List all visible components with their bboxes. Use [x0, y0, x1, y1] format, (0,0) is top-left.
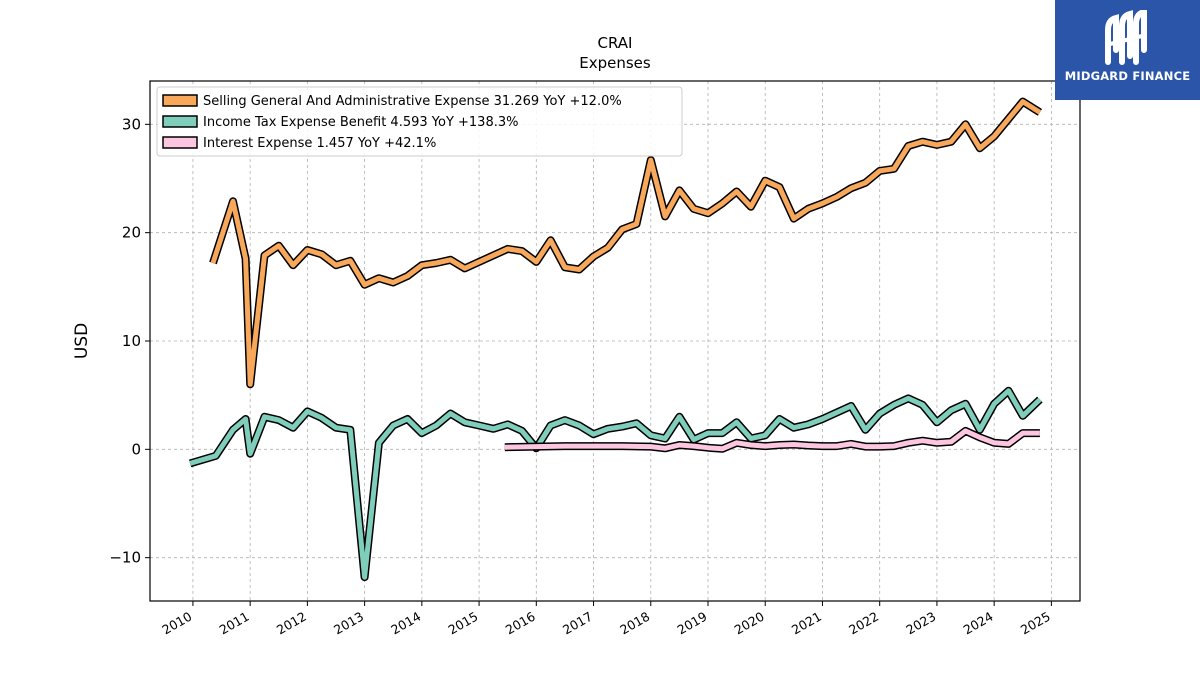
x-tick-label: 2022 [846, 609, 881, 638]
x-tick-label: 2010 [159, 609, 194, 638]
chart-title: CRAI [598, 34, 633, 52]
x-tick-label: 2020 [732, 609, 767, 638]
y-tick-label: 0 [131, 440, 141, 458]
x-tick-label: 2023 [903, 609, 938, 638]
x-tick-label: 2011 [217, 609, 252, 638]
x-tick-label: 2016 [503, 609, 538, 638]
x-tick-label: 2018 [617, 609, 652, 638]
legend-label-2: Interest Expense 1.457 YoY +42.1% [203, 136, 436, 151]
chart-subtitle: Expenses [579, 54, 651, 72]
x-tick-label: 2014 [388, 609, 423, 638]
series-line-0 [210, 99, 1042, 387]
x-tick-label: 2015 [446, 609, 481, 638]
midgard-finance-logo: MIDGARD FINANCE [1055, 0, 1200, 100]
y-tick-label: 30 [122, 115, 141, 133]
x-tick-label: 2021 [789, 609, 824, 638]
y-tick-label: 10 [122, 332, 141, 350]
brand-name: MIDGARD FINANCE [1064, 69, 1191, 83]
x-tick-label: 2024 [961, 609, 996, 638]
legend: Selling General And Administrative Expen… [156, 86, 683, 157]
legend-box [156, 86, 683, 157]
y-axis-label: USD [72, 323, 92, 359]
y-tick-label: −10 [109, 549, 141, 567]
legend-swatch-2 [162, 136, 198, 149]
x-tick-label: 2019 [674, 609, 709, 638]
legend-label-1: Income Tax Expense Benefit 4.593 YoY +13… [203, 115, 518, 130]
series-layer [188, 97, 1043, 582]
series-line-1 [189, 388, 1042, 580]
legend-swatch-0 [162, 94, 198, 107]
legend-swatch-1 [162, 115, 198, 128]
x-tick-label: 2025 [1018, 609, 1053, 638]
midgard-logo-mark-icon [1105, 10, 1147, 65]
x-tick-label: 2017 [560, 609, 595, 638]
x-tick-label: 2012 [274, 609, 309, 638]
legend-label-0: Selling General And Administrative Expen… [203, 94, 622, 109]
series-line-2 [504, 428, 1040, 452]
x-tick-label: 2013 [331, 609, 366, 638]
y-tick-label: 20 [122, 224, 141, 242]
grid [150, 81, 1080, 601]
